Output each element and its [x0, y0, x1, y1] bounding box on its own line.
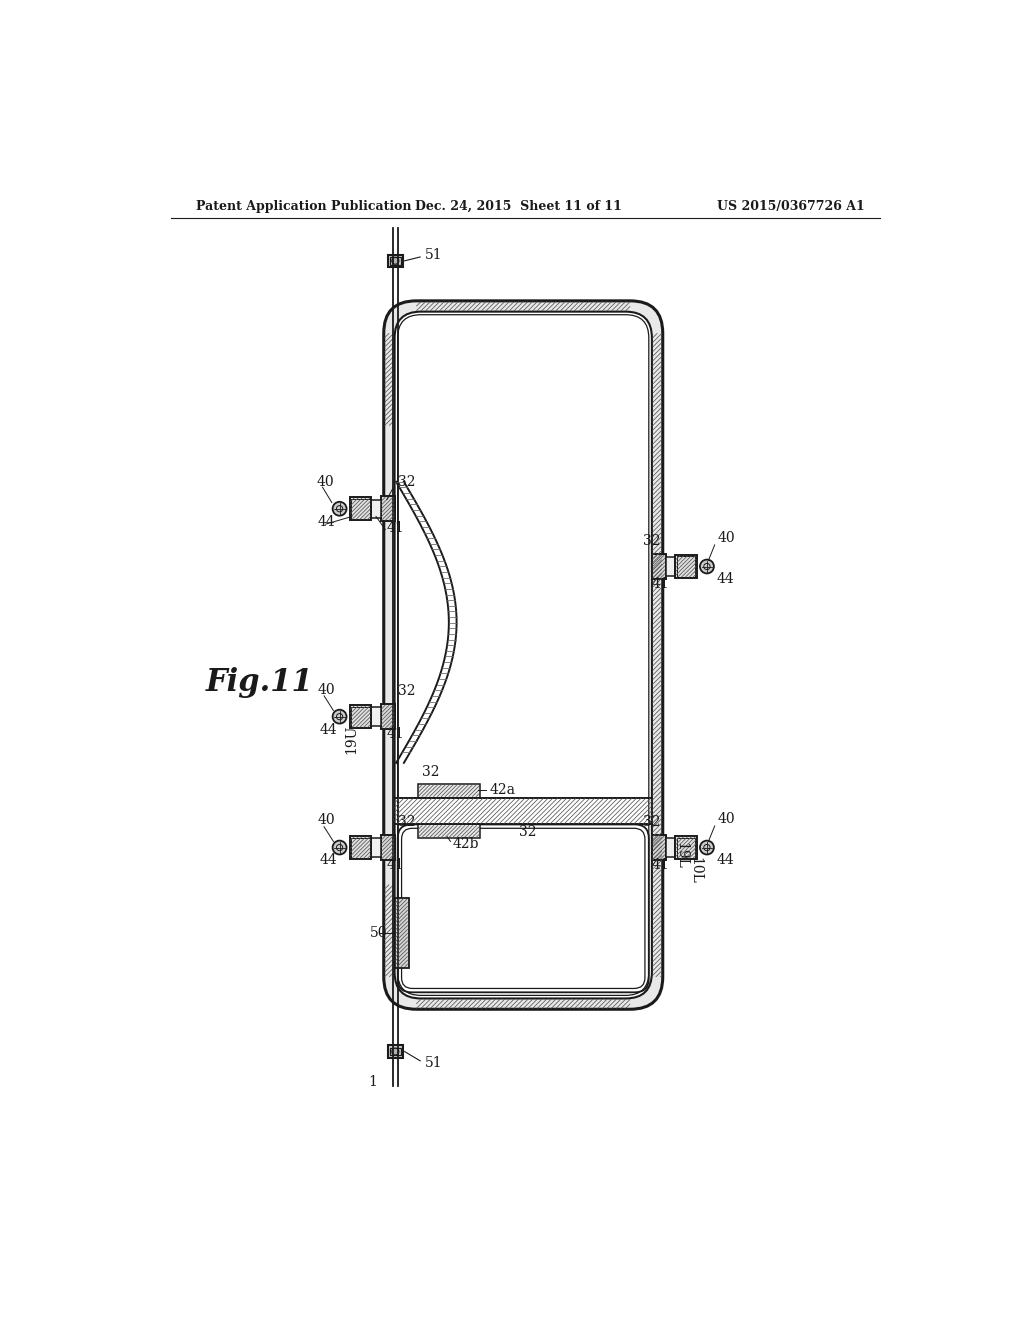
Bar [381, 705, 394, 729]
Bar [677, 557, 695, 577]
Text: 41: 41 [652, 577, 670, 591]
Bar [652, 836, 666, 859]
Text: 40: 40 [718, 812, 735, 826]
Text: 42a: 42a [489, 783, 515, 797]
Text: 44: 44 [716, 573, 734, 586]
Text: Dec. 24, 2015  Sheet 11 of 11: Dec. 24, 2015 Sheet 11 of 11 [415, 199, 622, 213]
Text: 19U: 19U [344, 725, 358, 755]
Bar [372, 499, 381, 517]
Bar [666, 838, 675, 857]
Bar [351, 499, 370, 519]
Circle shape [392, 1048, 399, 1055]
Text: 40: 40 [316, 475, 334, 488]
Text: Patent Application Publication: Patent Application Publication [197, 199, 412, 213]
Bar [418, 784, 480, 797]
Bar [677, 837, 695, 858]
Text: 44: 44 [317, 515, 336, 529]
Circle shape [333, 841, 346, 854]
Text: 42b: 42b [453, 837, 479, 851]
Bar [666, 557, 675, 576]
Text: 32: 32 [422, 766, 439, 779]
Text: 32: 32 [397, 814, 415, 829]
Text: 32: 32 [643, 535, 660, 548]
FancyBboxPatch shape [394, 312, 652, 998]
Bar [675, 554, 697, 578]
Text: 51: 51 [425, 248, 442, 261]
Text: 32: 32 [397, 684, 415, 698]
Circle shape [700, 560, 714, 573]
Text: 41: 41 [387, 521, 404, 535]
Bar [394, 899, 409, 968]
Text: 44: 44 [319, 854, 337, 867]
Text: 40: 40 [317, 813, 336, 828]
Text: 32: 32 [397, 475, 415, 488]
Bar [351, 837, 370, 858]
FancyBboxPatch shape [384, 301, 663, 1010]
Bar [652, 554, 666, 578]
Text: 41: 41 [652, 858, 670, 873]
Circle shape [700, 841, 714, 854]
Bar [349, 836, 372, 859]
Text: 41: 41 [387, 727, 404, 742]
Bar [372, 708, 381, 726]
Bar [388, 1045, 403, 1057]
Text: 40: 40 [317, 682, 336, 697]
Text: 32: 32 [518, 825, 537, 840]
Circle shape [333, 502, 346, 516]
Bar [372, 838, 381, 857]
Text: 32: 32 [643, 814, 660, 829]
Text: Fig.11: Fig.11 [206, 667, 313, 697]
Bar [390, 1048, 400, 1056]
Text: 10L: 10L [688, 857, 702, 884]
Text: 19L: 19L [675, 842, 688, 869]
Bar [349, 498, 372, 520]
Text: 44: 44 [319, 722, 337, 737]
Text: 44: 44 [716, 854, 734, 867]
Text: US 2015/0367726 A1: US 2015/0367726 A1 [717, 199, 864, 213]
Circle shape [333, 710, 346, 723]
Text: 40: 40 [718, 531, 735, 545]
Bar [675, 836, 697, 859]
Bar [351, 706, 370, 726]
Text: 41: 41 [387, 858, 404, 873]
Bar [381, 496, 394, 521]
Bar [381, 836, 394, 859]
Bar [388, 255, 403, 267]
Bar [418, 825, 480, 838]
Bar [390, 257, 400, 264]
Circle shape [392, 257, 399, 264]
Text: 1: 1 [369, 1076, 377, 1089]
Text: 50: 50 [370, 927, 387, 940]
Bar [349, 705, 372, 729]
Text: 51: 51 [425, 1056, 442, 1071]
